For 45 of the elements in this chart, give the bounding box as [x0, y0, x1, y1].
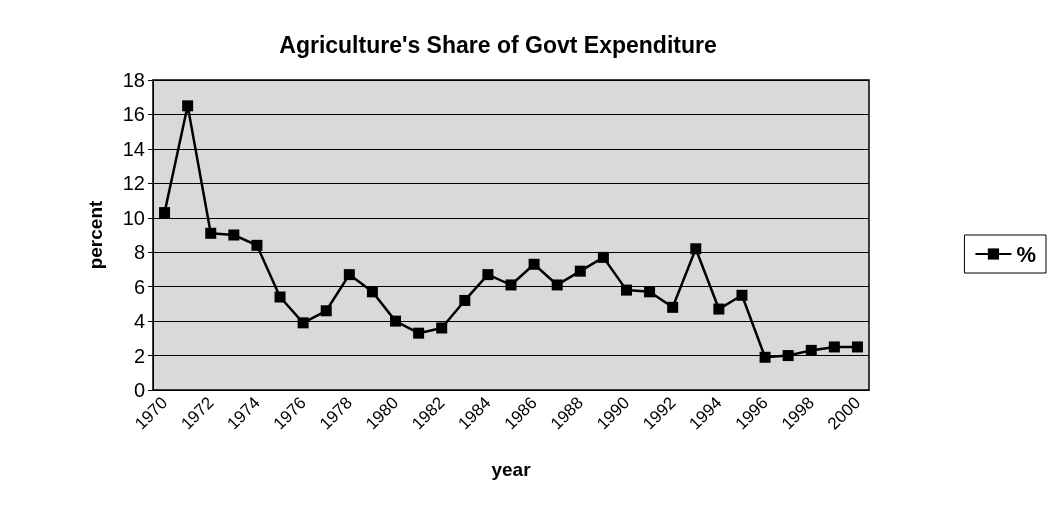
point — [297, 317, 309, 329]
point — [644, 286, 656, 298]
point — [828, 341, 840, 353]
point — [320, 305, 332, 317]
point — [551, 279, 563, 291]
point — [205, 227, 217, 239]
y-tick-label: 14 — [122, 137, 145, 160]
point — [436, 322, 448, 334]
y-tick-label: 8 — [133, 241, 145, 264]
y-axis-title: percent — [85, 200, 106, 270]
point — [505, 279, 517, 291]
point — [482, 269, 494, 281]
y-tick-label: 18 — [122, 69, 145, 91]
point — [620, 284, 632, 296]
point — [782, 350, 794, 362]
y-tick-label: 6 — [133, 275, 145, 298]
point — [159, 207, 171, 219]
point — [228, 229, 240, 241]
y-tick-label: 0 — [133, 379, 145, 401]
point — [274, 291, 286, 303]
chart-title: Agriculture's Share of Govt Expenditure — [279, 31, 717, 58]
y-tick-label: 2 — [133, 344, 145, 367]
point — [597, 251, 609, 263]
x-axis-title: year — [491, 459, 532, 480]
point — [182, 100, 194, 112]
point — [759, 351, 771, 363]
y-tick-label: 4 — [133, 310, 145, 333]
point — [851, 341, 863, 353]
legend-label: % — [1016, 241, 1036, 267]
point — [713, 303, 725, 315]
point — [690, 243, 702, 255]
point — [805, 344, 817, 356]
point — [343, 269, 355, 281]
point — [390, 315, 402, 327]
point — [251, 239, 263, 251]
y-tick-label: 12 — [122, 172, 145, 195]
point — [459, 294, 471, 306]
point — [667, 301, 679, 313]
y-tick-label: 10 — [122, 206, 145, 229]
point — [366, 286, 378, 298]
y-tick-label: 16 — [122, 103, 145, 126]
point — [413, 327, 425, 339]
point — [528, 258, 540, 270]
point — [574, 265, 586, 277]
point — [736, 289, 748, 301]
